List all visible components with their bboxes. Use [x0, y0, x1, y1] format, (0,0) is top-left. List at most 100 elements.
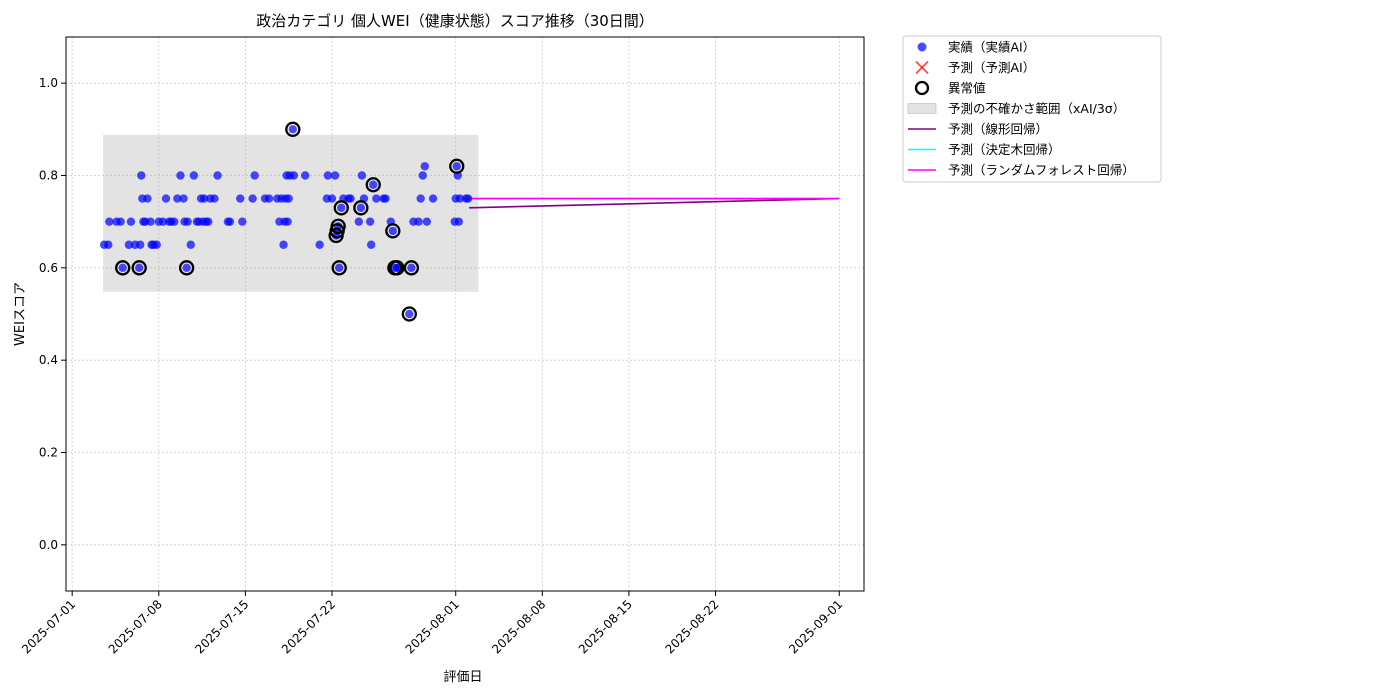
- legend-box: [902, 35, 1162, 183]
- data-point: [369, 180, 378, 189]
- anomaly-ring: [115, 260, 131, 276]
- chart-title: 政治カテゴリ 個人WEI（健康状態）スコア推移（30日間）: [256, 12, 654, 30]
- data-point: [161, 194, 171, 203]
- data-point: [354, 217, 364, 226]
- legend-marker-band: [907, 103, 937, 114]
- x-tick-label: 2025-07-01: [19, 597, 78, 656]
- data-point: [182, 263, 191, 273]
- data-point: [204, 217, 213, 226]
- anomaly-ring: [285, 121, 301, 137]
- data-point: [418, 171, 427, 180]
- data-point: [279, 240, 288, 249]
- legend-marker-forecast-x: [915, 60, 929, 75]
- forecast-lines: [469, 197, 840, 209]
- uncertainty-band: [103, 134, 479, 292]
- legend-label: 予測（決定木回帰）: [948, 142, 1061, 157]
- x-tick-label: 2025-09-01: [786, 597, 845, 656]
- y-tick-label: 0.8: [39, 169, 58, 183]
- data-point: [176, 171, 185, 180]
- data-point: [124, 240, 134, 249]
- y-tick-label: 0.2: [39, 446, 58, 460]
- x-tick-label: 2025-08-15: [576, 597, 635, 656]
- x-tick-label: 2025-07-22: [279, 597, 338, 656]
- anomaly-ring: [401, 306, 417, 322]
- data-point: [405, 309, 414, 319]
- plot-frame: [65, 36, 865, 592]
- data-point: [323, 171, 333, 180]
- legend-label: 異常値: [948, 81, 986, 96]
- anomaly-ring: [449, 158, 465, 174]
- data-point: [250, 171, 259, 180]
- forecast-line: [469, 197, 840, 209]
- anomaly-ring: [403, 260, 420, 276]
- data-point: [330, 171, 340, 180]
- uncertainty-band-rect: [103, 134, 479, 292]
- data-point: [264, 194, 274, 203]
- data-point: [463, 194, 473, 203]
- data-point: [452, 162, 461, 171]
- y-tick-label: 0.6: [39, 261, 58, 275]
- data-point: [225, 217, 235, 226]
- data-point: [179, 194, 188, 203]
- data-point: [357, 171, 367, 180]
- x-tick-label: 2025-08-22: [662, 597, 721, 656]
- data-point: [455, 194, 465, 203]
- data-point: [118, 263, 127, 273]
- data-point: [213, 171, 222, 180]
- data-point: [126, 217, 136, 226]
- data-point: [137, 171, 146, 180]
- x-tick-label: 2025-08-01: [403, 597, 462, 656]
- data-point: [236, 194, 245, 203]
- data-point: [116, 217, 125, 226]
- data-point: [289, 171, 299, 180]
- data-point: [407, 263, 416, 273]
- data-point: [248, 194, 257, 203]
- x-tick-label: 2025-08-08: [489, 597, 548, 656]
- data-point: [416, 194, 425, 203]
- anomaly-ring: [131, 260, 147, 276]
- data-point: [283, 217, 292, 226]
- data-point: [356, 203, 366, 213]
- legend-label: 実績（実績AI）: [948, 40, 1035, 55]
- y-tick-label: 1.0: [39, 76, 58, 90]
- data-point: [146, 217, 155, 226]
- data-point: [143, 194, 152, 203]
- data-point: [189, 171, 199, 180]
- data-point: [199, 194, 209, 203]
- data-point: [158, 217, 168, 226]
- data-point: [327, 194, 337, 203]
- data-point: [136, 240, 145, 249]
- x-tick-label: 2025-07-15: [192, 597, 251, 656]
- legend-label: 予測（予測AI）: [948, 60, 1035, 75]
- x-axis-ticks: 2025-07-01 2025-07-08 2025-07-15 2025-07-22…: [19, 591, 845, 656]
- data-point: [315, 240, 324, 249]
- data-point: [186, 240, 195, 249]
- anomaly-ring: [330, 218, 346, 234]
- data-point: [366, 240, 376, 249]
- legend-label: 予測（ランダムフォレスト回帰）: [948, 163, 1135, 178]
- data-point: [428, 194, 438, 203]
- data-point: [170, 217, 179, 226]
- data-point: [335, 263, 344, 273]
- data-point: [420, 162, 429, 171]
- grid-lines: [66, 37, 864, 591]
- anomaly-ring: [385, 223, 401, 239]
- data-point: [135, 263, 144, 273]
- data-point: [105, 217, 114, 226]
- anomaly-ring: [389, 260, 405, 276]
- data-point: [183, 217, 192, 226]
- y-axis-ticks: 0.0 0.2 0.4 0.6 0.8 1.0: [39, 76, 66, 552]
- data-point: [300, 171, 310, 180]
- legend-label: 予測の不確かさ範囲（xAI/3σ）: [948, 101, 1125, 116]
- data-point: [422, 217, 432, 226]
- y-tick-label: 0.0: [39, 538, 58, 552]
- data-point: [152, 240, 161, 249]
- data-point: [346, 194, 355, 203]
- legend-label: 予測（線形回帰）: [948, 122, 1048, 137]
- actual-points: [99, 125, 473, 319]
- data-point: [238, 217, 247, 226]
- data-point: [388, 226, 398, 236]
- data-point: [414, 217, 423, 226]
